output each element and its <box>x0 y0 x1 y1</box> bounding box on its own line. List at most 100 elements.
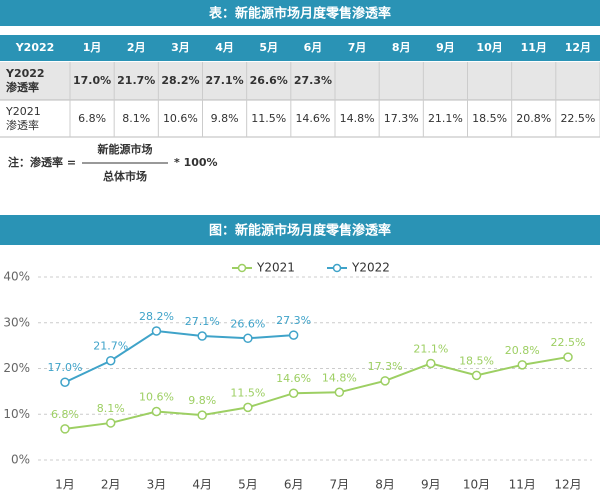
x-tick-label: 5月 <box>238 478 258 492</box>
data-point <box>334 387 345 398</box>
data-point <box>471 370 482 381</box>
y-tick-label: 30% <box>3 315 30 329</box>
table-header-cell: 2月 <box>127 41 146 54</box>
x-tick-label: 1月 <box>55 478 75 492</box>
table-header-cell: 6月 <box>304 41 323 54</box>
table-title: 表：新能源市场月度零售渗透率 <box>208 6 391 22</box>
data-point <box>380 376 390 386</box>
data-point <box>105 355 116 366</box>
table-cell: 17.0% <box>73 74 111 87</box>
row-label: Y2022 <box>5 67 45 80</box>
legend-label: Y2021 <box>256 261 295 275</box>
data-label: 26.6% <box>230 317 265 330</box>
x-tick-label: 9月 <box>421 478 441 492</box>
data-point <box>243 402 253 413</box>
table-cell: 14.8% <box>340 112 375 125</box>
data-point <box>60 377 70 387</box>
row-label: 渗透率 <box>6 118 39 132</box>
table-cell: 20.8% <box>516 112 551 125</box>
series-line <box>64 329 294 384</box>
data-label: 28.2% <box>139 310 174 323</box>
table-cell: 11.5% <box>251 112 286 125</box>
legend-marker <box>237 263 247 273</box>
table-cell: 21.1% <box>428 112 463 125</box>
table-header-cell: 11月 <box>521 41 547 54</box>
data-label: 17.0% <box>48 361 83 374</box>
table-title-bar <box>0 0 600 26</box>
table-cell: 27.3% <box>294 74 332 87</box>
x-tick-label: 4月 <box>192 478 212 492</box>
row-label: 渗透率 <box>6 80 39 94</box>
table-cell: 26.6% <box>250 74 288 87</box>
table-cell: 22.5% <box>560 112 595 125</box>
legend-marker <box>332 263 342 273</box>
chart-title-bar <box>0 215 600 245</box>
x-tick-label: 11月 <box>509 478 536 492</box>
table-cell: 28.2% <box>161 74 199 87</box>
series-line <box>64 356 569 430</box>
table-row-bg <box>0 62 600 100</box>
data-point <box>151 326 162 336</box>
y-tick-label: 10% <box>3 407 30 421</box>
legend-label: Y2022 <box>351 261 390 275</box>
data-label: 20.8% <box>505 344 540 357</box>
x-tick-label: 6月 <box>284 478 304 492</box>
data-point <box>288 330 299 340</box>
table-header-cell: 8月 <box>392 41 411 54</box>
note-numerator: 新能源市场 <box>98 142 153 156</box>
data-label: 6.8% <box>51 408 79 421</box>
data-label: 8.1% <box>97 402 125 415</box>
table-header-cell: Y2022 <box>15 41 55 54</box>
data-point <box>563 352 573 362</box>
data-label: 14.6% <box>276 372 311 385</box>
x-tick-label: 7月 <box>330 478 350 492</box>
x-tick-label: 10月 <box>463 478 490 492</box>
chart-title: 图：新能源市场月度零售渗透率 <box>209 223 391 239</box>
data-point <box>60 424 70 434</box>
table-cell: 21.7% <box>117 74 155 87</box>
data-label: 9.8% <box>188 394 216 407</box>
table-header-bar <box>0 35 600 61</box>
table-header-cell: 12月 <box>565 41 591 54</box>
data-label: 10.6% <box>139 391 174 404</box>
x-tick-label: 12月 <box>554 478 581 492</box>
data-point <box>517 360 528 370</box>
data-label: 17.3% <box>368 360 403 373</box>
data-point <box>288 388 299 398</box>
data-point <box>243 333 253 344</box>
data-label: 27.3% <box>276 314 311 327</box>
note-label: 注：渗透率 = <box>8 155 76 169</box>
table-header-cell: 5月 <box>259 41 278 54</box>
table-header-cell: 4月 <box>215 41 234 54</box>
data-point <box>197 410 207 420</box>
x-tick-label: 2月 <box>101 478 121 492</box>
table-cell: 17.3% <box>384 112 419 125</box>
note-denominator: 总体市场 <box>103 169 147 183</box>
table-cell: 14.6% <box>295 112 330 125</box>
data-label: 21.7% <box>93 340 128 353</box>
table-header-cell: 9月 <box>436 41 455 54</box>
data-point <box>426 358 436 369</box>
note-suffix: * 100% <box>174 156 218 169</box>
data-point <box>197 331 207 341</box>
y-tick-label: 0% <box>11 453 30 467</box>
table-cell: 6.8% <box>78 112 106 125</box>
data-label: 18.5% <box>459 354 494 367</box>
data-label: 14.8% <box>322 371 357 384</box>
y-tick-label: 40% <box>3 270 30 284</box>
x-tick-label: 8月 <box>375 478 395 492</box>
table-header-cell: 10月 <box>476 41 502 54</box>
data-point <box>105 418 116 428</box>
x-tick-label: 3月 <box>147 478 167 492</box>
table-cell: 9.8% <box>211 112 239 125</box>
table-header-cell: 3月 <box>171 41 190 54</box>
data-label: 27.1% <box>185 315 220 328</box>
table-cell: 10.6% <box>163 112 198 125</box>
data-label: 11.5% <box>230 386 265 399</box>
table-cell: 27.1% <box>205 74 243 87</box>
y-tick-label: 20% <box>3 361 30 375</box>
table-header-cell: 7月 <box>348 41 367 54</box>
table-header-cell: 1月 <box>83 41 102 54</box>
table-cell: 18.5% <box>472 112 507 125</box>
